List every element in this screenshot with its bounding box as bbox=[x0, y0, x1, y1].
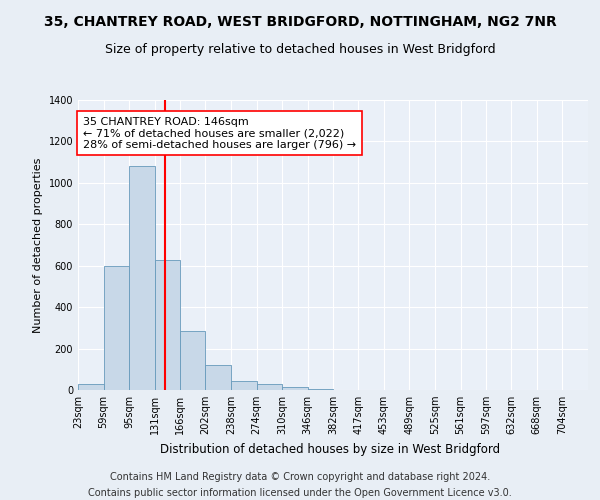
Bar bbox=[78, 384, 104, 390]
Bar bbox=[104, 266, 129, 390]
Bar bbox=[205, 365, 231, 390]
Bar bbox=[231, 380, 257, 390]
Text: 35 CHANTREY ROAD: 146sqm
← 71% of detached houses are smaller (2,022)
28% of sem: 35 CHANTREY ROAD: 146sqm ← 71% of detach… bbox=[83, 116, 356, 150]
Bar bbox=[282, 387, 308, 390]
Text: Distribution of detached houses by size in West Bridgford: Distribution of detached houses by size … bbox=[160, 442, 500, 456]
Text: 35, CHANTREY ROAD, WEST BRIDGFORD, NOTTINGHAM, NG2 7NR: 35, CHANTREY ROAD, WEST BRIDGFORD, NOTTI… bbox=[44, 15, 556, 29]
Text: Size of property relative to detached houses in West Bridgford: Size of property relative to detached ho… bbox=[104, 42, 496, 56]
Bar bbox=[257, 384, 282, 390]
Bar bbox=[129, 166, 155, 390]
Bar bbox=[155, 260, 180, 390]
Bar bbox=[308, 389, 334, 390]
Bar bbox=[180, 331, 205, 390]
Text: Contains public sector information licensed under the Open Government Licence v3: Contains public sector information licen… bbox=[88, 488, 512, 498]
Text: Contains HM Land Registry data © Crown copyright and database right 2024.: Contains HM Land Registry data © Crown c… bbox=[110, 472, 490, 482]
Y-axis label: Number of detached properties: Number of detached properties bbox=[33, 158, 43, 332]
